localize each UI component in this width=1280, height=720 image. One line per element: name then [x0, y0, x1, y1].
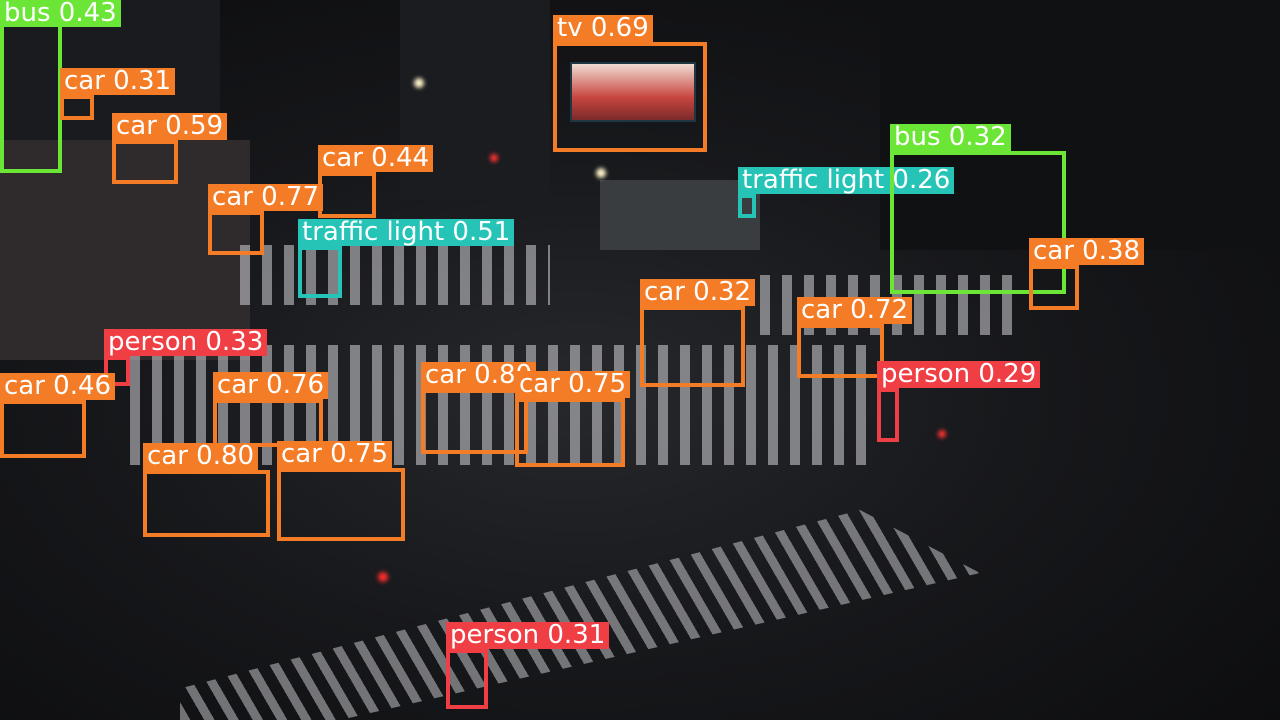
person-detection-box — [877, 388, 899, 442]
person-detection-label: person 0.33 — [104, 329, 268, 356]
car-detection-box — [0, 400, 86, 458]
car-detection-box — [797, 324, 884, 378]
car-detection-box — [112, 140, 178, 184]
bus-detection-box — [890, 151, 1066, 294]
car-detection-box — [515, 398, 625, 467]
station-entrance — [600, 180, 760, 250]
billboard-screen — [570, 62, 696, 122]
car-detection-label: car 0.38 — [1029, 238, 1145, 265]
bus-detection-label: bus 0.32 — [890, 124, 1011, 151]
traffic-light-detection-box — [738, 194, 756, 218]
car-detection-label: car 0.76 — [213, 372, 329, 399]
car-detection-box — [277, 468, 405, 541]
street-lamp-glow — [596, 168, 606, 178]
person-detection-label: person 0.29 — [877, 361, 1041, 388]
person-detection-label: person 0.31 — [446, 622, 610, 649]
car-detection-label: car 0.75 — [277, 441, 393, 468]
car-detection-label: car 0.72 — [797, 297, 913, 324]
car-detection-label: car 0.46 — [0, 373, 116, 400]
car-detection-label: car 0.59 — [112, 113, 228, 140]
car-detection-box — [208, 211, 264, 255]
bus-detection-box — [0, 15, 62, 173]
bus-detection-label: bus 0.43 — [0, 0, 121, 27]
traffic-light-detection-label: traffic light 0.51 — [298, 219, 515, 246]
car-detection-label: car 0.32 — [640, 279, 756, 306]
crosswalk-top — [240, 245, 550, 305]
car-detection-label: car 0.75 — [515, 371, 631, 398]
car-detection-box — [143, 470, 270, 537]
car-detection-box — [60, 95, 94, 120]
red-light-glow — [490, 154, 498, 162]
red-light-glow — [938, 430, 946, 438]
tv-detection-box — [553, 42, 707, 152]
street-lamp-glow — [414, 78, 424, 88]
car-detection-label: car 0.44 — [318, 145, 434, 172]
tv-detection-label: tv 0.69 — [553, 15, 653, 42]
person-detection-box — [104, 356, 130, 386]
car-detection-box — [213, 399, 323, 447]
traffic-light-detection-box — [298, 246, 342, 298]
car-detection-box — [1029, 265, 1079, 310]
car-detection-label: car 0.31 — [60, 68, 176, 95]
car-detection-box — [421, 389, 528, 454]
person-detection-box — [446, 649, 488, 709]
car-detection-box — [318, 172, 376, 218]
car-detection-label: car 0.77 — [208, 184, 324, 211]
car-detection-label: car 0.80 — [143, 443, 259, 470]
traffic-light-detection-label: traffic light 0.26 — [738, 167, 955, 194]
red-light-glow — [378, 572, 388, 582]
car-detection-box — [640, 306, 745, 387]
